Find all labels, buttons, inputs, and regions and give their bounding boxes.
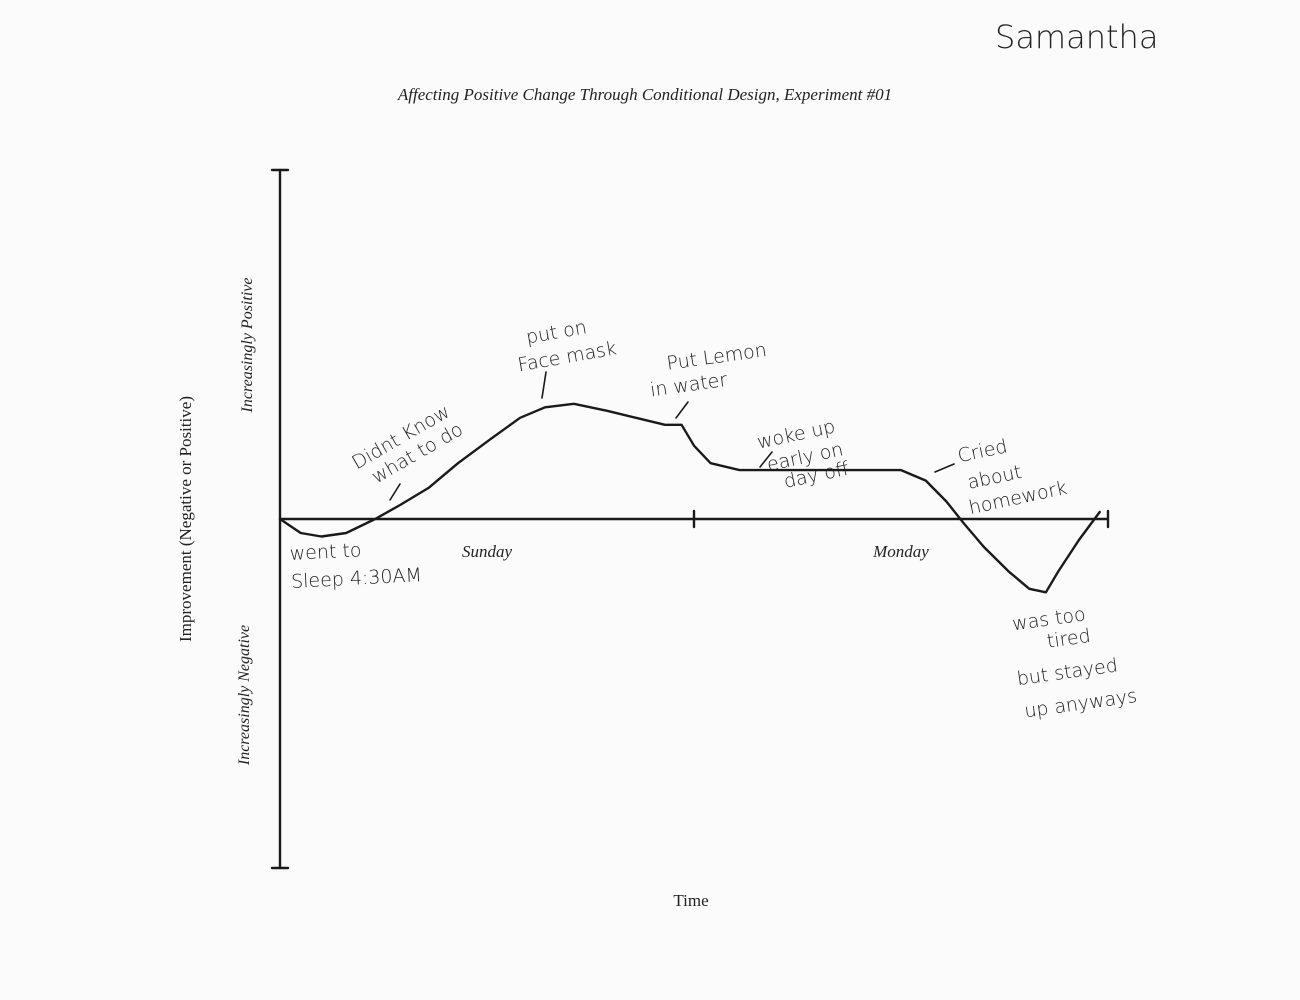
- chart-title: Affecting Positive Change Through Condit…: [397, 85, 892, 104]
- pointers: [389, 371, 955, 501]
- line: [278, 402, 1101, 594]
- x-tick-label: Sunday: [462, 542, 513, 561]
- annotation-line: went to: [289, 539, 362, 565]
- pointer: [675, 401, 689, 419]
- pointer: [541, 371, 547, 399]
- y-axis-label: Improvement (Negative or Positive): [176, 396, 195, 642]
- x-tick-label: Monday: [872, 542, 929, 561]
- x-axis-label: Time: [673, 891, 708, 910]
- pointer: [389, 483, 401, 501]
- signature: Samantha: [995, 18, 1158, 56]
- y-positive-label: Increasingly Positive: [239, 278, 256, 414]
- pointer: [759, 451, 773, 468]
- pointer: [934, 463, 955, 473]
- y-negative-label: Increasingly Negative: [236, 625, 253, 766]
